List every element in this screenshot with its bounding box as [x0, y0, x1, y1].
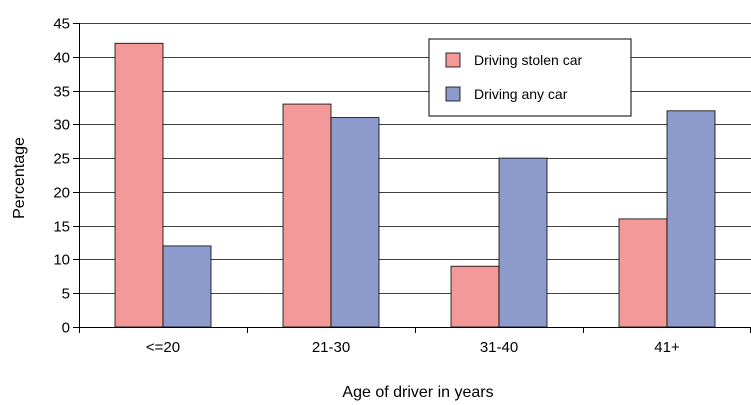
legend-label-any: Driving any car — [474, 86, 568, 102]
y-tick-label: 20 — [53, 185, 70, 202]
y-tick-label: 35 — [53, 84, 70, 101]
bar-stolen-1 — [282, 103, 332, 328]
x-tick-label: 31-40 — [480, 339, 518, 356]
x-tick-labels: <=20 21-30 31-40 41+ — [146, 339, 680, 356]
x-tick-label: 21-30 — [312, 339, 350, 356]
bars — [114, 42, 716, 328]
bar-any-1 — [330, 117, 380, 328]
x-axis-title: Age of driver in years — [342, 384, 493, 401]
y-tick-label: 15 — [53, 219, 70, 236]
legend: Driving stolen car Driving any car — [428, 38, 632, 117]
legend-swatch-any — [445, 86, 461, 102]
bar-any-0 — [162, 245, 212, 328]
bar-stolen-0 — [114, 42, 164, 328]
bar-any-2 — [498, 157, 548, 328]
y-tick-labels: 0 5 10 15 20 25 30 35 40 45 — [53, 16, 70, 337]
y-tick-label: 5 — [62, 286, 70, 303]
bar-stolen-2 — [450, 265, 500, 328]
y-tick-label: 25 — [53, 151, 70, 168]
y-tick-label: 0 — [62, 320, 70, 337]
bar-stolen-3 — [618, 218, 668, 328]
legend-box — [428, 38, 632, 117]
legend-swatch-stolen — [445, 52, 461, 68]
y-tick-label: 40 — [53, 50, 70, 67]
x-tick-label: <=20 — [146, 339, 180, 356]
y-axis-title: Percentage — [11, 137, 28, 219]
y-tick-label: 10 — [53, 252, 70, 269]
legend-label-stolen: Driving stolen car — [474, 52, 582, 68]
x-tick-label: 41+ — [654, 339, 680, 356]
y-tick-label: 30 — [53, 117, 70, 134]
bar-any-3 — [666, 110, 716, 328]
axes — [73, 23, 751, 333]
y-tick-label: 45 — [53, 16, 70, 33]
